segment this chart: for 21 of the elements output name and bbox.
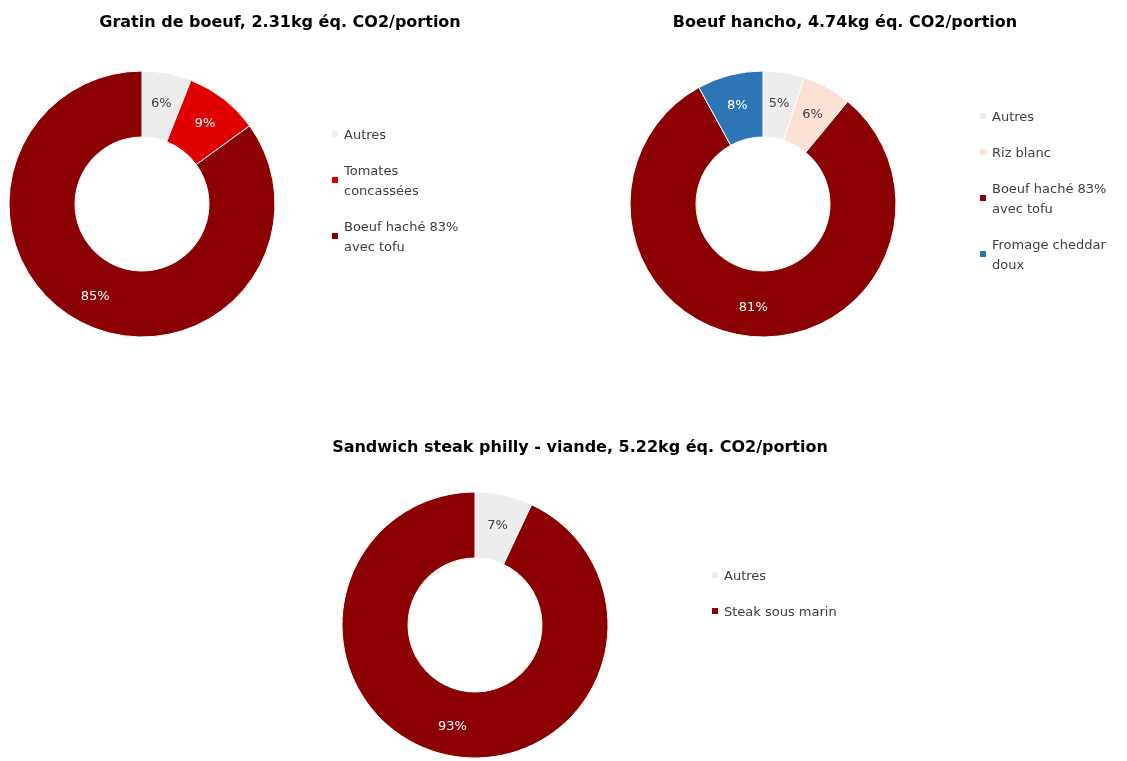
data-label: 6%: [802, 106, 823, 122]
legend-label: Tomates concassées: [343, 162, 419, 198]
legend-label: Riz blanc: [992, 144, 1051, 160]
data-label: 93%: [438, 718, 467, 734]
legend-label: Boeuf haché 83% avec tofu: [344, 218, 463, 254]
legend-label: Autres: [724, 567, 767, 583]
chart-title: Boeuf hancho, 4.74kg éq. CO2/portion: [672, 11, 1018, 31]
legend-label: Autres: [344, 126, 387, 142]
data-label: 6%: [150, 95, 172, 111]
chart-title: Sandwich steak philly - viande, 5.22kg éq. CO2/portion: [332, 436, 828, 456]
data-label: 8%: [727, 96, 748, 112]
data-label: 9%: [194, 115, 216, 131]
legend-label: Autres: [992, 108, 1035, 124]
data-label: 7%: [487, 516, 508, 532]
legend-label: Steak sous marin: [724, 603, 837, 619]
chart-title: Gratin de boeuf, 2.31kg éq. CO2/portion: [99, 11, 461, 31]
legend-label: Boeuf haché 83% avec tofu: [992, 180, 1111, 216]
data-label: 85%: [80, 288, 110, 304]
data-label: 5%: [768, 94, 790, 110]
legend-label: Fromage cheddar doux: [992, 236, 1110, 272]
data-label: 81%: [738, 299, 768, 315]
